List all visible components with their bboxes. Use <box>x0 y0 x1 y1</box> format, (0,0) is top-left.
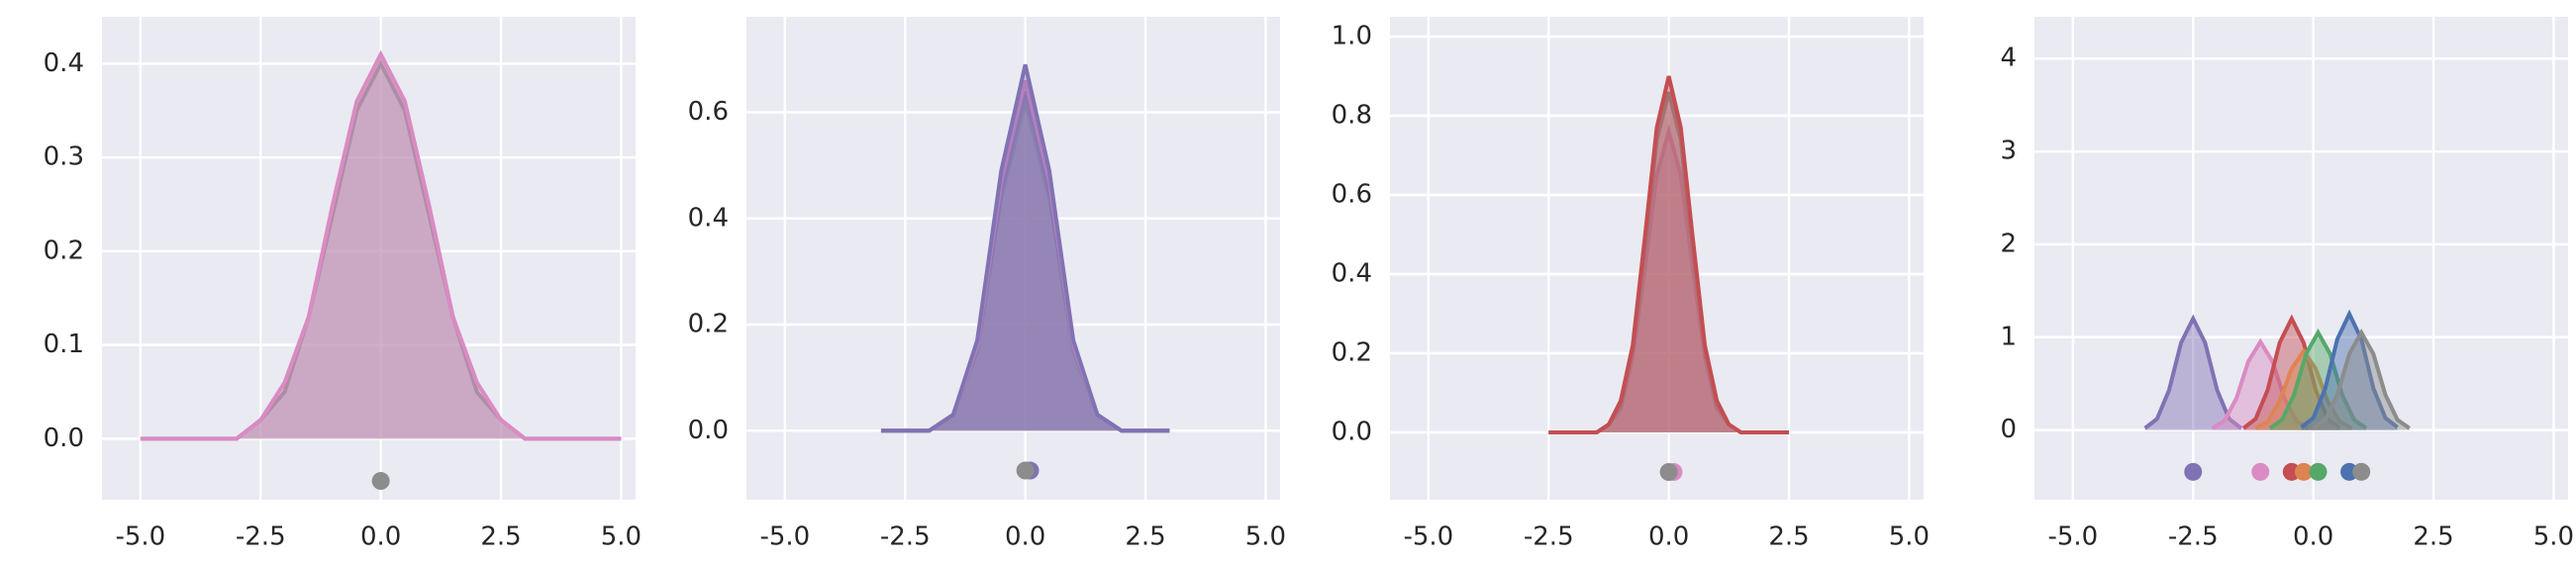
x-tick-label: -2.5 <box>236 522 286 552</box>
y-tick-label: 0.2 <box>44 236 84 265</box>
plot-area <box>1390 17 1924 500</box>
y-tick-label: 0.4 <box>44 48 84 78</box>
density-area <box>2301 314 2398 430</box>
y-tick-label: 0.8 <box>1332 101 1372 131</box>
y-tick-label: 0.1 <box>44 330 84 359</box>
y-tick-label: 0.0 <box>1332 418 1372 447</box>
x-tick-label: 0.0 <box>2293 522 2333 552</box>
density-area <box>140 53 622 439</box>
y-tick-label: 0.2 <box>688 310 729 339</box>
x-tick-label: 0.0 <box>1648 522 1689 552</box>
y-tick-label: 0.4 <box>1332 259 1372 289</box>
density-line <box>2268 328 2368 430</box>
mean-marker <box>371 472 390 491</box>
mean-marker <box>1016 461 1035 480</box>
mean-marker <box>2184 462 2203 481</box>
density-area <box>2269 332 2367 430</box>
x-tick-label: 0.0 <box>1005 522 1045 552</box>
y-tick-label: 1 <box>2000 322 2017 351</box>
y-tick-label: 0 <box>2000 415 2017 444</box>
density-line <box>2242 314 2341 430</box>
x-tick-label: 0.0 <box>360 522 401 552</box>
mean-marker <box>2251 462 2270 481</box>
density-area <box>2144 319 2241 430</box>
x-tick-label: 2.5 <box>2413 522 2453 552</box>
density-line <box>880 63 1170 433</box>
x-tick-label: 2.5 <box>1125 522 1165 552</box>
density-area <box>2313 332 2410 430</box>
x-tick-label: 5.0 <box>601 522 642 552</box>
x-tick-label: 2.5 <box>1768 522 1809 552</box>
x-tick-label: -2.5 <box>1524 522 1574 552</box>
x-tick-label: -2.5 <box>2168 522 2219 552</box>
x-tick-label: -5.0 <box>2047 522 2098 552</box>
y-tick-label: 0.2 <box>1332 338 1372 368</box>
density-area <box>880 101 1170 431</box>
x-tick-label: -5.0 <box>759 522 810 552</box>
y-tick-label: 0.6 <box>688 97 729 127</box>
mean-marker <box>1659 463 1678 481</box>
x-tick-label: 2.5 <box>480 522 521 552</box>
density-area <box>880 91 1170 431</box>
y-tick-label: 0.3 <box>44 142 84 172</box>
mean-marker <box>2309 462 2328 481</box>
x-tick-label: -5.0 <box>1403 522 1453 552</box>
density-area <box>880 80 1170 431</box>
plot-area <box>102 17 636 500</box>
y-tick-label: 4 <box>2000 44 2017 73</box>
x-tick-label: -5.0 <box>115 522 165 552</box>
plot-area <box>746 17 1280 500</box>
density-area <box>1548 76 1790 432</box>
y-tick-label: 3 <box>2000 137 2017 166</box>
mean-marker <box>2352 462 2371 481</box>
y-tick-label: 0.6 <box>1332 180 1372 210</box>
x-tick-label: 5.0 <box>2533 522 2574 552</box>
y-tick-label: 0.0 <box>44 424 84 453</box>
density-line <box>2254 347 2353 430</box>
density-line <box>1548 75 1790 434</box>
y-tick-label: 1.0 <box>1332 22 1372 51</box>
mean-marker <box>2294 462 2313 481</box>
density-line <box>2312 328 2411 430</box>
y-tick-label: 2 <box>2000 229 2017 258</box>
density-area <box>880 64 1170 431</box>
density-line <box>2143 314 2243 430</box>
density-area <box>2212 341 2309 430</box>
y-tick-label: 0.4 <box>688 203 729 233</box>
density-line <box>2211 337 2310 430</box>
x-tick-label: -2.5 <box>880 522 931 552</box>
x-tick-label: 5.0 <box>1889 522 1930 552</box>
plot-area <box>2034 17 2568 500</box>
density-area <box>1548 92 1790 432</box>
density-line <box>2300 309 2399 429</box>
density-area <box>140 63 622 439</box>
x-tick-label: 5.0 <box>1245 522 1286 552</box>
density-line <box>140 49 622 441</box>
density-area <box>1548 132 1790 432</box>
y-tick-label: 0.0 <box>688 416 729 445</box>
